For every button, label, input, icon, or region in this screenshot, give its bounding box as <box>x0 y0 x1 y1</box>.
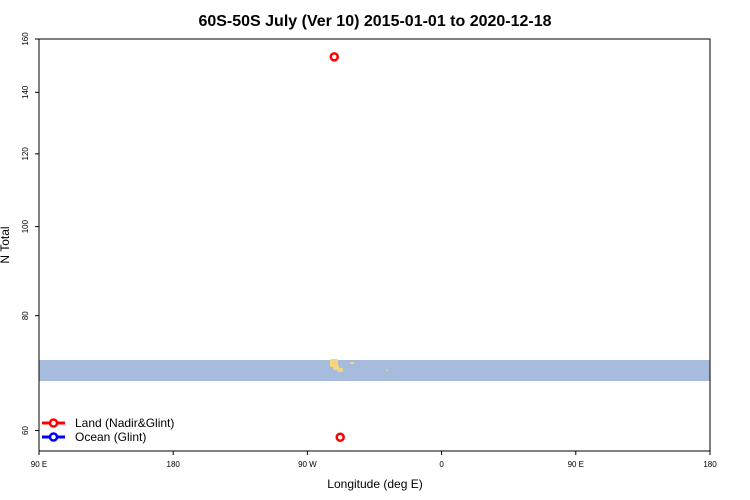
y-tick-label: 60 <box>21 426 30 435</box>
chart-title: 60S-50S July (Ver 10) 2015-01-01 to 2020… <box>198 13 551 30</box>
x-tick-label: 0 <box>439 460 444 469</box>
data-point <box>329 52 339 62</box>
x-tick-label: 180 <box>703 460 717 469</box>
x-tick-label: 90 E <box>31 460 47 469</box>
legend: Land (Nadir&Glint)Ocean (Glint) <box>42 416 174 444</box>
x-axis-label: Longitude (deg E) <box>327 477 422 491</box>
land-mark <box>350 362 354 364</box>
y-axis-ticks: 60 80 100 120 140 160 <box>21 32 39 435</box>
x-axis-ticks: 90 E 180 90 W 0 90 E 180 <box>31 451 717 469</box>
latitude-band-map <box>39 359 710 381</box>
legend-label: Ocean (Glint) <box>75 430 146 444</box>
x-tick-label: 90 W <box>298 460 317 469</box>
x-tick-label: 90 E <box>568 460 584 469</box>
y-tick-label: 120 <box>21 147 30 161</box>
data-points <box>329 52 345 442</box>
y-tick-label: 160 <box>21 32 30 46</box>
y-axis-label: N Total <box>0 226 12 263</box>
x-tick-label: 180 <box>167 460 181 469</box>
y-tick-label: 100 <box>21 219 30 233</box>
ocean-band <box>39 360 710 381</box>
legend-marker <box>48 432 59 442</box>
land-mark <box>337 368 343 372</box>
legend-marker <box>48 418 59 428</box>
legend-label: Land (Nadir&Glint) <box>75 416 174 430</box>
plot-frame <box>38 38 711 452</box>
y-tick-label: 80 <box>21 311 30 320</box>
land-mark <box>386 369 388 371</box>
y-tick-label: 140 <box>21 85 30 99</box>
data-point <box>335 432 345 442</box>
